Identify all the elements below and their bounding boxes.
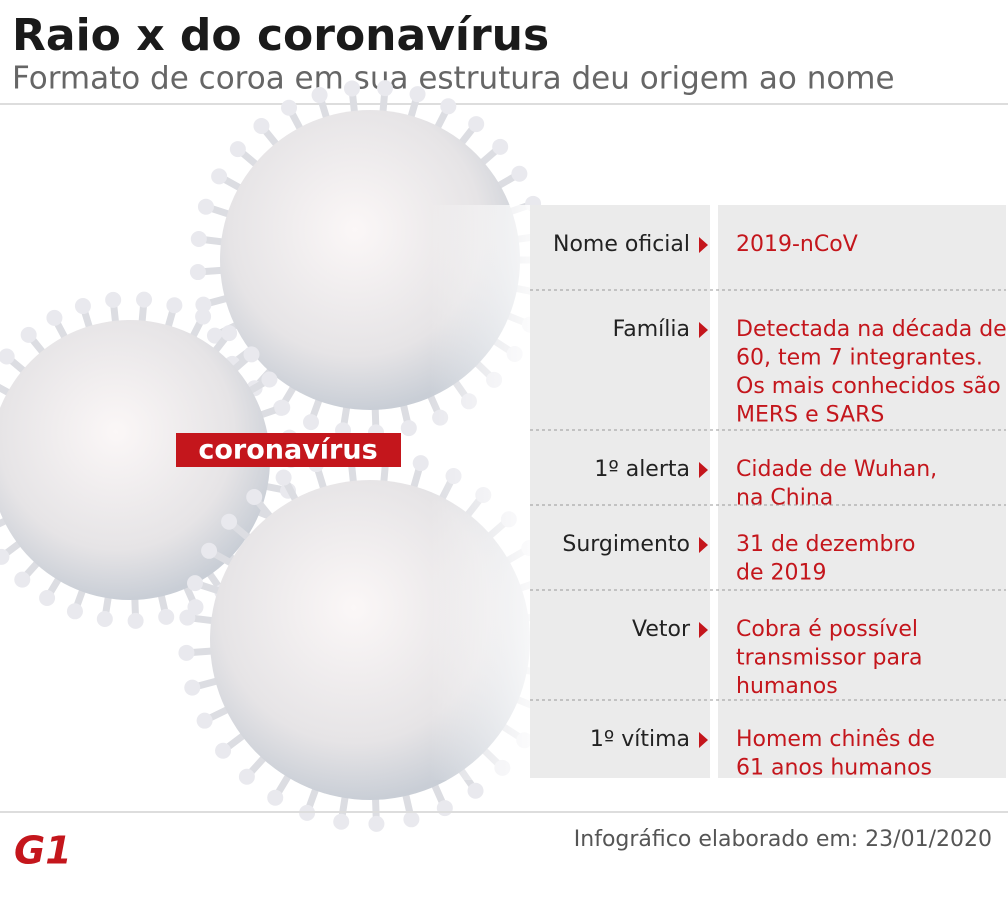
spike-tip [229, 141, 246, 158]
spike-tip [215, 742, 232, 759]
spike-tip [243, 346, 260, 363]
row-value: 31 de dezembro [736, 532, 915, 557]
spike-tip [333, 813, 350, 830]
spike-tip [187, 575, 204, 592]
spike-tip [206, 327, 223, 344]
spike-tip [201, 542, 218, 559]
label-box [176, 433, 401, 467]
spike-tip [221, 513, 238, 530]
spike-tip [221, 325, 238, 342]
title: Raio x do coronavírus [12, 10, 549, 61]
spike-tip [253, 117, 270, 134]
spike-tip [20, 326, 37, 343]
spike-tip [368, 815, 385, 832]
spike-tip [412, 455, 429, 472]
spike-tip [511, 165, 528, 182]
spike-tip [166, 297, 183, 314]
spike-tip [179, 609, 196, 626]
spike-tip [274, 399, 291, 416]
marker [699, 237, 708, 253]
row-label: Vetor [632, 617, 691, 642]
marker [699, 622, 708, 638]
spike-tip [74, 298, 91, 315]
spike-tip [403, 811, 420, 828]
row-value: transmissor para [736, 646, 923, 671]
row-value: Cobra é possível [736, 617, 918, 642]
marker [699, 322, 708, 338]
spike-tip [246, 489, 263, 506]
row-label: Surgimento [562, 532, 690, 557]
row-value: 60, tem 7 integrantes. [736, 346, 983, 371]
spike-tip [189, 264, 206, 281]
label-column [530, 205, 710, 778]
row-value: Detectada na década de [736, 317, 1007, 342]
spike-tip [211, 168, 228, 185]
row-label: Nome oficial [553, 232, 690, 257]
row-label: 1º vítima [590, 727, 690, 752]
spike-tip [311, 87, 328, 104]
spike-tip [66, 603, 83, 620]
spike-tip [14, 571, 31, 588]
spike-tip [96, 611, 113, 628]
spike-tip [46, 309, 63, 326]
row-value: humanos [736, 674, 838, 699]
spike-tip [196, 712, 213, 729]
fade [430, 205, 540, 780]
row-value: Cidade de Wuhan, [736, 457, 937, 482]
spike-tip [127, 612, 144, 629]
spike-tip [261, 371, 278, 388]
spike-tip [492, 138, 509, 155]
spike-tip [39, 590, 56, 607]
spike-tip [195, 296, 212, 313]
spike-tip [468, 116, 485, 133]
spike-tip [197, 198, 214, 215]
spike-tip [190, 230, 207, 247]
spike-tip [178, 644, 195, 661]
row-value: Homem chinês de [736, 727, 935, 752]
marker [699, 462, 708, 478]
spike-tip [436, 800, 453, 817]
table: Nome oficial 2019-nCoV Família Detectada na… [530, 232, 1007, 781]
logo: G1 [14, 829, 72, 873]
row-value: 2019-nCoV [736, 232, 858, 257]
spike-tip [184, 679, 201, 696]
spike-tip [0, 548, 10, 565]
spike-tip [136, 291, 153, 308]
spike-tip [105, 291, 122, 308]
virus-body [0, 320, 270, 600]
spike-tip [303, 414, 320, 431]
spike-tip [238, 768, 255, 785]
row-label: 1º alerta [594, 457, 690, 482]
spike-tip [158, 608, 175, 625]
image-label: coronavírus [198, 435, 377, 466]
row-value: de 2019 [736, 561, 826, 586]
spike-tip [409, 86, 426, 103]
spike-tip [281, 99, 298, 116]
spike-tip [275, 469, 292, 486]
spike-tip [400, 420, 417, 437]
row-value: Os mais conhecidos são [736, 374, 1001, 399]
spike-tip [343, 80, 360, 97]
spike-tip [467, 782, 484, 799]
marker [699, 732, 708, 748]
spike-tip [0, 348, 15, 365]
spike-tip [440, 98, 457, 115]
spike-tip [267, 789, 284, 806]
row-value: 61 anos humanos [736, 756, 932, 781]
spike-tip [377, 80, 394, 97]
footnote: Infográfico elaborado em: 23/01/2020 [574, 827, 992, 852]
row-label: Família [613, 317, 690, 342]
row-value: MERS e SARS [736, 403, 884, 428]
marker [699, 537, 708, 553]
value-column [718, 205, 1006, 778]
spike-tip [195, 308, 212, 325]
row-value: na China [736, 486, 833, 511]
subtitle: Formato de coroa em sua estrutura deu or… [12, 61, 895, 97]
